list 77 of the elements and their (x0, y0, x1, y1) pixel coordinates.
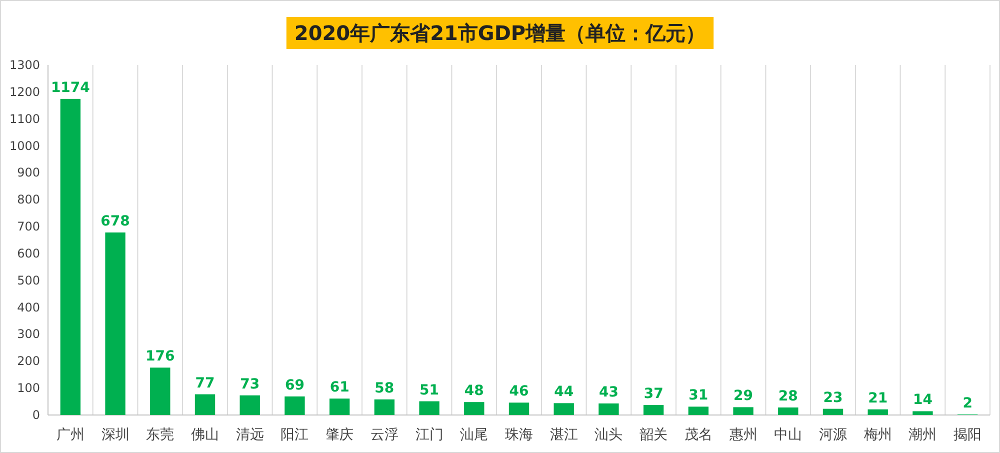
x-tick-label: 中山 (774, 427, 802, 443)
x-tick-label: 云浮 (370, 427, 398, 443)
x-tick-label: 茂名 (684, 427, 712, 443)
bar (284, 396, 305, 415)
y-tick-label: 400 (17, 300, 40, 314)
x-tick-label: 清远 (236, 427, 264, 443)
x-tick-label: 汕头 (594, 427, 623, 443)
bar (329, 398, 350, 415)
y-tick-label: 1200 (9, 84, 40, 99)
bar (598, 403, 619, 415)
data-label: 43 (598, 384, 618, 400)
bar (868, 409, 888, 415)
bar (688, 406, 709, 415)
y-tick-label: 1000 (9, 138, 40, 153)
y-tick-label: 1300 (9, 58, 40, 72)
data-label: 44 (554, 384, 574, 400)
y-tick-label: 600 (17, 246, 40, 260)
data-label: 23 (823, 390, 843, 406)
bar (374, 399, 395, 415)
y-tick-label: 900 (17, 166, 40, 180)
data-label: 31 (688, 388, 708, 404)
x-tick-label: 深圳 (101, 427, 130, 443)
x-tick-label: 东莞 (146, 427, 174, 443)
bar (240, 395, 260, 415)
data-label: 21 (868, 390, 888, 406)
x-tick-label: 广州 (56, 427, 84, 443)
data-label: 48 (464, 383, 484, 400)
bar (150, 368, 170, 415)
x-tick-label: 韶关 (640, 427, 668, 443)
x-tick-label: 河源 (819, 427, 847, 443)
bar (554, 403, 574, 415)
data-label: 2 (962, 395, 972, 412)
bar (464, 402, 484, 415)
y-tick-label: 100 (17, 381, 40, 396)
data-label: 73 (240, 376, 260, 392)
data-label: 61 (330, 380, 350, 396)
bar (419, 401, 440, 415)
bar (822, 408, 844, 415)
chart-title: 2020年广东省21市GDP增量（单位：亿元） (294, 21, 706, 45)
data-label: 46 (509, 384, 529, 400)
bar (778, 407, 798, 415)
bar (643, 405, 664, 415)
x-tick-label: 佛山 (191, 427, 219, 443)
data-label: 29 (734, 388, 754, 404)
y-tick-label: 1100 (9, 112, 40, 126)
data-label: 51 (420, 382, 440, 398)
data-label: 176 (146, 348, 175, 365)
x-tick-label: 珠海 (505, 427, 533, 443)
bar (508, 402, 530, 415)
x-tick-label: 肇庆 (326, 427, 354, 443)
x-tick-label: 阳江 (280, 427, 309, 443)
y-tick-label: 200 (17, 354, 40, 368)
y-tick-label: 700 (17, 220, 40, 234)
bar (194, 394, 216, 415)
y-tick-label: 300 (17, 327, 40, 342)
x-tick-label: 揭阳 (954, 427, 982, 443)
data-label: 37 (644, 386, 664, 402)
data-label: 69 (284, 377, 304, 394)
data-label: 77 (195, 375, 215, 392)
data-label: 14 (912, 392, 933, 408)
data-label: 28 (778, 388, 798, 404)
y-tick-label: 800 (17, 192, 40, 207)
x-tick-label: 汕尾 (460, 427, 488, 443)
bar (733, 407, 754, 415)
data-label: 58 (374, 380, 394, 396)
y-tick-label: 0 (32, 408, 40, 422)
bar (912, 411, 933, 415)
x-tick-label: 梅州 (862, 427, 892, 443)
bar (60, 98, 81, 415)
x-tick-label: 潮州 (908, 427, 937, 443)
x-tick-label: 湛江 (550, 427, 578, 443)
data-label: 678 (100, 213, 130, 230)
bar (105, 232, 126, 415)
x-tick-label: 惠州 (728, 427, 758, 443)
x-tick-label: 江门 (415, 427, 444, 443)
y-tick-label: 500 (17, 273, 40, 288)
data-label: 1174 (50, 80, 90, 96)
